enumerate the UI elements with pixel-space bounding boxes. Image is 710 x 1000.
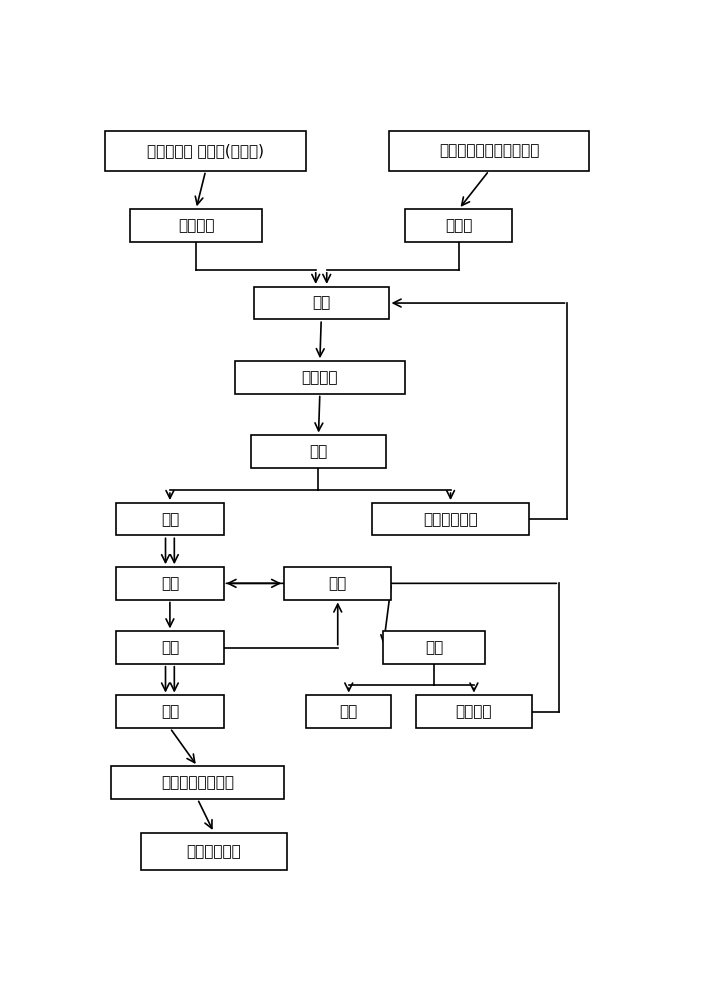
- Text: 配制料液: 配制料液: [178, 218, 214, 233]
- Text: 醒析: 醒析: [160, 576, 179, 591]
- FancyBboxPatch shape: [111, 766, 284, 799]
- FancyBboxPatch shape: [116, 567, 224, 600]
- Text: 浸泡: 浸泡: [312, 296, 330, 311]
- Text: 抄滤: 抄滤: [160, 640, 179, 655]
- FancyBboxPatch shape: [105, 131, 306, 171]
- Text: 过滤: 过滤: [310, 444, 327, 459]
- Text: 产品：壳寡糖: 产品：壳寡糖: [187, 844, 241, 859]
- Text: 滤液: 滤液: [160, 512, 179, 527]
- Text: 过目、分析、分级: 过目、分析、分级: [161, 775, 234, 790]
- FancyBboxPatch shape: [141, 833, 287, 870]
- FancyBboxPatch shape: [130, 209, 262, 242]
- Text: 烘干: 烘干: [160, 704, 179, 719]
- FancyBboxPatch shape: [405, 209, 513, 242]
- Text: 蔓馏: 蔓馏: [425, 640, 443, 655]
- Text: 微波降解: 微波降解: [302, 370, 338, 385]
- FancyBboxPatch shape: [372, 503, 529, 535]
- FancyBboxPatch shape: [284, 567, 391, 600]
- FancyBboxPatch shape: [116, 631, 224, 664]
- Text: 无水乙醒: 无水乙醒: [456, 704, 492, 719]
- Text: 残液: 残液: [339, 704, 358, 719]
- Text: 废醒: 废醒: [329, 576, 347, 591]
- FancyBboxPatch shape: [383, 631, 485, 664]
- FancyBboxPatch shape: [254, 287, 388, 319]
- FancyBboxPatch shape: [251, 435, 386, 468]
- FancyBboxPatch shape: [416, 695, 532, 728]
- Text: 预处理: 预处理: [445, 218, 472, 233]
- FancyBboxPatch shape: [116, 503, 224, 535]
- FancyBboxPatch shape: [116, 695, 224, 728]
- Text: 滤渣（收集）: 滤渣（收集）: [423, 512, 478, 527]
- FancyBboxPatch shape: [388, 131, 589, 171]
- Text: 原料：壳聪糖（专用级）: 原料：壳聪糖（专用级）: [439, 144, 539, 159]
- Text: 溶剂：净水 双氧水(食用级): 溶剂：净水 双氧水(食用级): [147, 144, 264, 159]
- FancyBboxPatch shape: [306, 695, 391, 728]
- FancyBboxPatch shape: [234, 361, 405, 394]
